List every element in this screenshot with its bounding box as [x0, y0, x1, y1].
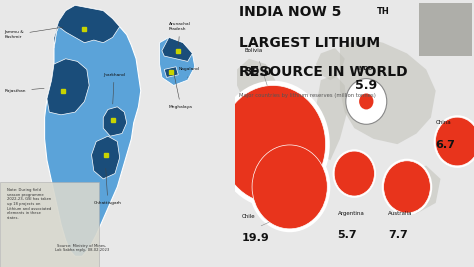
Polygon shape [340, 37, 436, 144]
Text: Major countries by lithium reserves (million tonnes): Major countries by lithium reserves (mil… [239, 93, 376, 99]
Text: China: China [436, 120, 451, 125]
Polygon shape [164, 67, 178, 77]
Circle shape [220, 85, 326, 203]
Text: Argentina: Argentina [337, 211, 365, 216]
Circle shape [434, 115, 474, 168]
Text: INDIA: INDIA [357, 66, 375, 70]
Polygon shape [160, 37, 195, 85]
Text: LARGEST LITHIUM: LARGEST LITHIUM [239, 36, 381, 50]
Text: 6.7: 6.7 [436, 140, 456, 150]
Text: Chile: Chile [242, 214, 255, 219]
Text: 39.0: 39.0 [244, 68, 272, 77]
Text: INDIA NOW 5: INDIA NOW 5 [239, 5, 342, 19]
Text: 7.7: 7.7 [388, 230, 408, 240]
Polygon shape [45, 5, 141, 256]
Text: Chhattisgarh: Chhattisgarh [94, 168, 122, 205]
Polygon shape [91, 136, 119, 179]
Circle shape [252, 145, 328, 229]
Text: Note: During field
season programme
2022-23, GSI has taken
up 18 projects on
Lit: Note: During field season programme 2022… [7, 188, 51, 220]
Text: RESOURCE IN WORLD: RESOURCE IN WORLD [239, 65, 408, 79]
Polygon shape [162, 37, 192, 61]
Circle shape [436, 117, 474, 166]
Text: Meghalaya: Meghalaya [169, 75, 193, 109]
Text: 5.7: 5.7 [337, 230, 357, 240]
Circle shape [334, 151, 374, 196]
Circle shape [382, 159, 432, 215]
Circle shape [333, 149, 376, 198]
Text: 19.9: 19.9 [242, 233, 270, 243]
Circle shape [346, 78, 387, 124]
Text: Jharkhand: Jharkhand [103, 73, 125, 104]
Polygon shape [237, 59, 280, 155]
Text: Australia: Australia [388, 211, 412, 216]
Circle shape [383, 161, 430, 213]
Text: Rajasthan: Rajasthan [5, 88, 44, 93]
Circle shape [216, 81, 330, 208]
Text: Nagaland: Nagaland [178, 68, 199, 77]
Polygon shape [54, 5, 119, 48]
FancyBboxPatch shape [419, 3, 472, 56]
Text: Bolivia: Bolivia [244, 48, 263, 53]
Polygon shape [402, 166, 440, 214]
Text: Jammu &
Kashmir: Jammu & Kashmir [5, 27, 63, 39]
Text: Source: Ministry of Mines,
Lok Sabha reply, 08.02.2023: Source: Ministry of Mines, Lok Sabha rep… [55, 244, 109, 252]
Polygon shape [316, 75, 347, 160]
Circle shape [359, 93, 374, 109]
Circle shape [249, 142, 330, 232]
Text: Arunachal
Pradesh: Arunachal Pradesh [169, 22, 191, 45]
Polygon shape [261, 155, 287, 219]
Polygon shape [47, 59, 89, 115]
Text: 5.9: 5.9 [355, 78, 377, 92]
Polygon shape [103, 107, 127, 136]
Text: TH: TH [377, 7, 390, 16]
FancyBboxPatch shape [0, 182, 99, 267]
Polygon shape [316, 48, 345, 80]
